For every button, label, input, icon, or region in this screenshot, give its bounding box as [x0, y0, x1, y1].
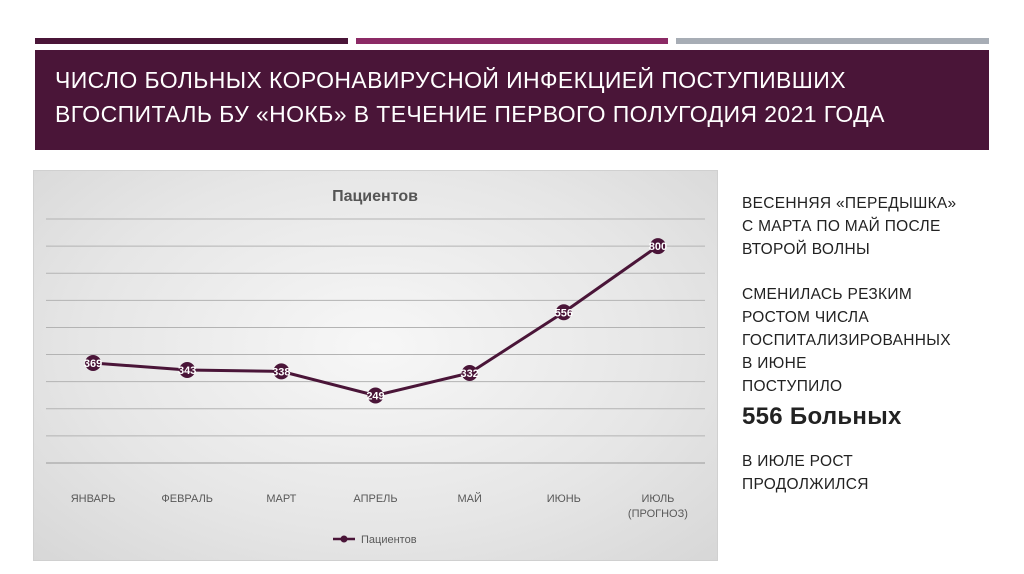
- slide-title-line-1: ЧИСЛО БОЛЬНЫХ КОРОНАВИРУСНОЙ ИНФЕКЦИЕЙ П…: [55, 67, 846, 93]
- x-tick-label: АПРЕЛЬ: [353, 493, 397, 505]
- data-point: [649, 238, 666, 255]
- side-text-line: ВЕСЕННЯЯ «ПЕРЕДЫШКА»: [742, 195, 957, 212]
- decor-bar-dark: [35, 38, 348, 44]
- data-point: [85, 354, 102, 371]
- data-label: 556: [555, 307, 573, 319]
- chart-panel: Пациентов ЯНВАРЬ ФЕВРАЛЬ МАРТ АПРЕЛЬ МАЙ ИЮНЬ И…: [33, 170, 718, 561]
- side-text-line: В ИЮНЕ: [742, 355, 807, 372]
- x-tick-label: МАЙ: [457, 492, 481, 505]
- slide-title-line-2: ВГОСПИТАЛЬ БУ «НОКБ» В ТЕЧЕНИЕ ПЕРВОГО П…: [55, 101, 885, 127]
- data-point: [367, 387, 384, 404]
- side-text-line: ВТОРОЙ ВОЛНЫ: [742, 241, 871, 258]
- side-text-line: ПОСТУПИЛО: [742, 378, 843, 395]
- x-tick-label: ИЮНЬ: [547, 493, 581, 505]
- x-tick-label: ЯНВАРЬ: [71, 493, 116, 505]
- data-point: [461, 364, 478, 381]
- data-label: 343: [178, 365, 196, 377]
- side-text-line: РОСТОМ ЧИСЛА: [742, 309, 870, 326]
- data-label: 369: [84, 358, 102, 370]
- data-point: [555, 304, 572, 321]
- legend-marker: [340, 535, 348, 543]
- data-label: 249: [366, 390, 384, 402]
- highlight-count: 556 Больных: [742, 403, 902, 430]
- side-text-line: В ИЮЛЕ РОСТ: [742, 453, 854, 470]
- data-label: 338: [272, 366, 290, 378]
- data-point: [273, 363, 290, 380]
- line-chart: Пациентов ЯНВАРЬ ФЕВРАЛЬ МАРТ АПРЕЛЬ МАЙ ИЮНЬ И…: [46, 188, 705, 546]
- x-tick-label: (ПРОГНОЗ): [628, 508, 688, 520]
- chart-title: Пациентов: [332, 188, 418, 205]
- decor-bar-purple: [356, 38, 668, 44]
- side-text-line: ГОСПИТАЛИЗИРОВАННЫХ: [742, 332, 951, 349]
- data-label: 332: [460, 368, 478, 380]
- legend-label: Пациентов: [361, 534, 417, 546]
- data-label: 800: [649, 241, 667, 253]
- x-tick-label: ФЕВРАЛЬ: [161, 493, 213, 505]
- side-commentary: ВЕСЕННЯЯ «ПЕРЕДЫШКА» С МАРТА ПО МАЙ ПОСЛ…: [742, 192, 1012, 496]
- side-text-line: СМЕНИЛАСЬ РЕЗКИМ: [742, 286, 913, 303]
- x-tick-label: МАРТ: [266, 493, 296, 505]
- side-text-line: С МАРТА ПО МАЙ ПОСЛЕ: [742, 218, 941, 235]
- title-banner: ЧИСЛО БОЛЬНЫХ КОРОНАВИРУСНОЙ ИНФЕКЦИЕЙ П…: [35, 50, 989, 150]
- x-tick-label: ИЮЛЬ: [641, 493, 674, 505]
- side-text-line: ПРОДОЛЖИЛСЯ: [742, 476, 869, 493]
- data-point: [179, 362, 196, 379]
- decor-bar-gray: [676, 38, 989, 44]
